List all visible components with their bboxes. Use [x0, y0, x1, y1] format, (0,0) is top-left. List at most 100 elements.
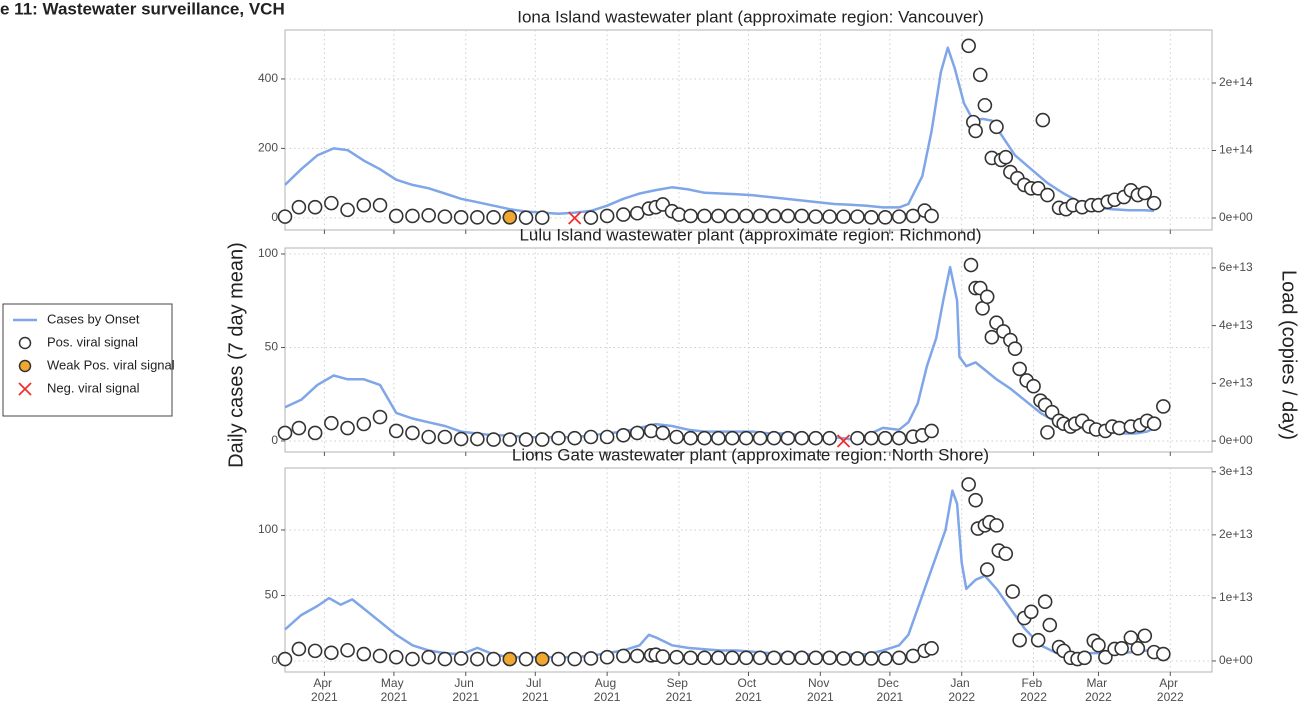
signal-point: [534, 651, 550, 667]
signal-point: [324, 645, 339, 661]
signal-point: [324, 195, 339, 211]
panel-frame: [284, 467, 1213, 673]
signal-point: [340, 420, 355, 436]
signal-point: [924, 423, 939, 439]
x-tick-label-line: Oct: [737, 676, 759, 690]
x-tick-label-line: Jun: [454, 676, 477, 690]
signal-point: [864, 430, 879, 446]
x-tick-label: Aug 2021: [594, 676, 621, 704]
signal-point: [277, 651, 293, 667]
x-tick-label: Mar 2022: [1085, 676, 1112, 704]
signal-point: [822, 209, 837, 224]
x-tick-label: Jun 2021: [452, 676, 479, 704]
signal-point: [752, 430, 768, 446]
y-tick-label: 0: [271, 210, 278, 224]
signal-point: [766, 208, 782, 224]
signal-point: [1098, 649, 1113, 665]
signal-point: [437, 651, 453, 667]
signal-point: [421, 649, 436, 665]
signal-point: [307, 643, 323, 659]
x-tick-label-line: 2021: [311, 690, 338, 704]
signal-point: [1114, 641, 1129, 656]
signal-point: [583, 210, 599, 225]
legend-cross: [18, 382, 32, 396]
signal-point: [453, 210, 469, 225]
signal-point: [977, 97, 993, 113]
signal-point: [836, 209, 851, 224]
signal-point: [972, 67, 988, 83]
x-tick-label-line: 2022: [948, 690, 975, 704]
signal-point: [752, 650, 768, 666]
signal-point: [808, 209, 824, 224]
x-tick-label-line: Sep: [667, 676, 692, 690]
x-tick-label-line: 2022: [1157, 690, 1184, 704]
y2-tick-label: 0e+00: [1219, 433, 1253, 447]
negative-signal: [568, 211, 582, 225]
signal-point: [291, 199, 307, 215]
signal-point: [291, 420, 307, 436]
signal-point: [724, 650, 740, 666]
signal-point: [780, 650, 796, 666]
signal-point: [924, 641, 939, 656]
signal-point: [405, 425, 420, 441]
y-tick-label: 400: [258, 71, 278, 85]
signal-point: [1023, 604, 1039, 620]
signal-point: [486, 651, 501, 667]
x-tick-label-line: Nov: [808, 676, 833, 690]
signal-point: [697, 430, 712, 446]
signal-point: [643, 423, 659, 439]
signal-point: [324, 415, 339, 431]
signal-point: [470, 210, 485, 225]
signal-point: [850, 209, 865, 224]
x-tick-label-line: 2021: [452, 690, 479, 704]
x-tick-label-line: 2021: [666, 690, 693, 704]
x-tick-label: Apr 2022: [1157, 676, 1184, 704]
signal-point: [989, 119, 1004, 135]
y-tick-label: 0: [271, 653, 278, 667]
signal-point: [616, 207, 631, 222]
x-tick-label: Feb 2022: [1020, 676, 1047, 704]
signal-point: [307, 425, 323, 441]
signal-point: [437, 209, 453, 224]
x-tick-label-line: Jul: [526, 676, 545, 690]
x-tick-label-line: Feb: [1022, 676, 1046, 690]
signal-point: [1035, 112, 1051, 128]
signal-point: [1040, 187, 1055, 203]
signal-point: [780, 430, 796, 446]
signal-point: [486, 210, 501, 225]
x-tick-label: Apr 2021: [311, 676, 338, 704]
legend-frame: [2, 303, 173, 417]
signal-point: [877, 651, 893, 666]
x-tick-label-line: 2021: [807, 690, 834, 704]
y-axis-label: Daily cases (7 day mean): [225, 242, 247, 468]
signal-point: [629, 648, 645, 664]
signal-point: [711, 430, 726, 446]
signal-point: [356, 416, 372, 432]
legend: Cases by Onset Pos. viral signal Weak Pos.…: [2, 303, 175, 417]
y-tick-label: 100: [258, 246, 278, 260]
signal-point: [794, 208, 810, 224]
x-tick-label-line: 2021: [877, 690, 904, 704]
x-tick-label-line: 2021: [594, 690, 621, 704]
signal-point: [989, 518, 1004, 533]
signal-point: [1037, 594, 1053, 609]
legend-point: [18, 336, 32, 350]
y2-axis-label: Load (copies / day): [1278, 270, 1300, 440]
signal-point: [1042, 617, 1058, 633]
y2-tick-label: 0e+00: [1219, 210, 1253, 224]
x-tick-label-line: Aug: [595, 676, 620, 690]
signal-point: [1012, 632, 1027, 648]
signal-point: [1137, 628, 1153, 644]
signal-point: [388, 649, 404, 665]
y-tick-label: 50: [265, 340, 279, 354]
legend-label: Pos. viral signal: [47, 334, 138, 349]
x-tick-label-line: 2021: [522, 690, 549, 704]
signal-point: [850, 430, 865, 446]
signal-point: [534, 210, 550, 225]
y-tick-label: 50: [265, 588, 279, 602]
x-tick-label: Jul 2021: [522, 676, 549, 704]
signal-point: [864, 651, 879, 666]
signal-point: [388, 208, 404, 224]
x-tick-label-line: Mar: [1086, 676, 1110, 690]
